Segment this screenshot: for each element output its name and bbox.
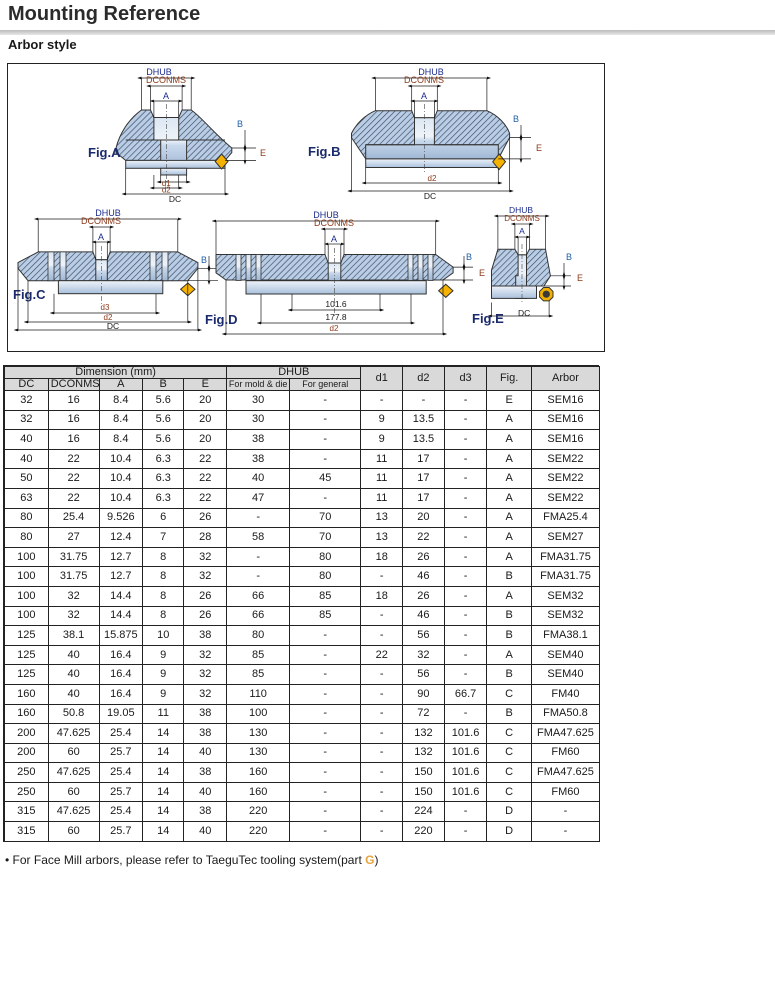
svg-text:A: A: [163, 91, 169, 101]
svg-text:DC: DC: [169, 194, 181, 204]
svg-text:A: A: [331, 234, 337, 244]
svg-text:B: B: [566, 252, 572, 262]
svg-text:d3: d3: [101, 303, 110, 312]
svg-text:DC: DC: [107, 321, 119, 331]
svg-text:B: B: [466, 252, 472, 262]
svg-text:E: E: [479, 268, 485, 278]
svg-text:DCONMS: DCONMS: [146, 75, 186, 85]
svg-text:177.8: 177.8: [325, 312, 347, 322]
svg-text:DCONMS: DCONMS: [504, 214, 540, 223]
svg-text:E: E: [260, 148, 266, 158]
svg-text:Fig.B: Fig.B: [308, 144, 341, 159]
svg-text:DCONMS: DCONMS: [314, 218, 354, 228]
svg-text:DCONMS: DCONMS: [81, 216, 121, 226]
svg-text:Fig.E: Fig.E: [472, 311, 504, 326]
svg-text:B: B: [201, 255, 207, 265]
svg-text:A: A: [519, 226, 525, 236]
svg-text:d2: d2: [428, 174, 437, 183]
svg-text:E: E: [536, 143, 542, 153]
svg-text:A: A: [421, 91, 427, 101]
svg-text:d2: d2: [330, 324, 339, 333]
svg-text:101.6: 101.6: [325, 299, 347, 309]
svg-text:A: A: [98, 232, 104, 242]
svg-text:DC: DC: [518, 308, 530, 318]
svg-text:Fig.A: Fig.A: [88, 145, 121, 160]
svg-text:DC: DC: [424, 191, 436, 201]
svg-text:DCONMS: DCONMS: [404, 75, 444, 85]
svg-text:E: E: [577, 273, 583, 283]
svg-text:B: B: [513, 114, 519, 124]
svg-text:Fig.D: Fig.D: [205, 312, 238, 327]
svg-text:B: B: [237, 119, 243, 129]
